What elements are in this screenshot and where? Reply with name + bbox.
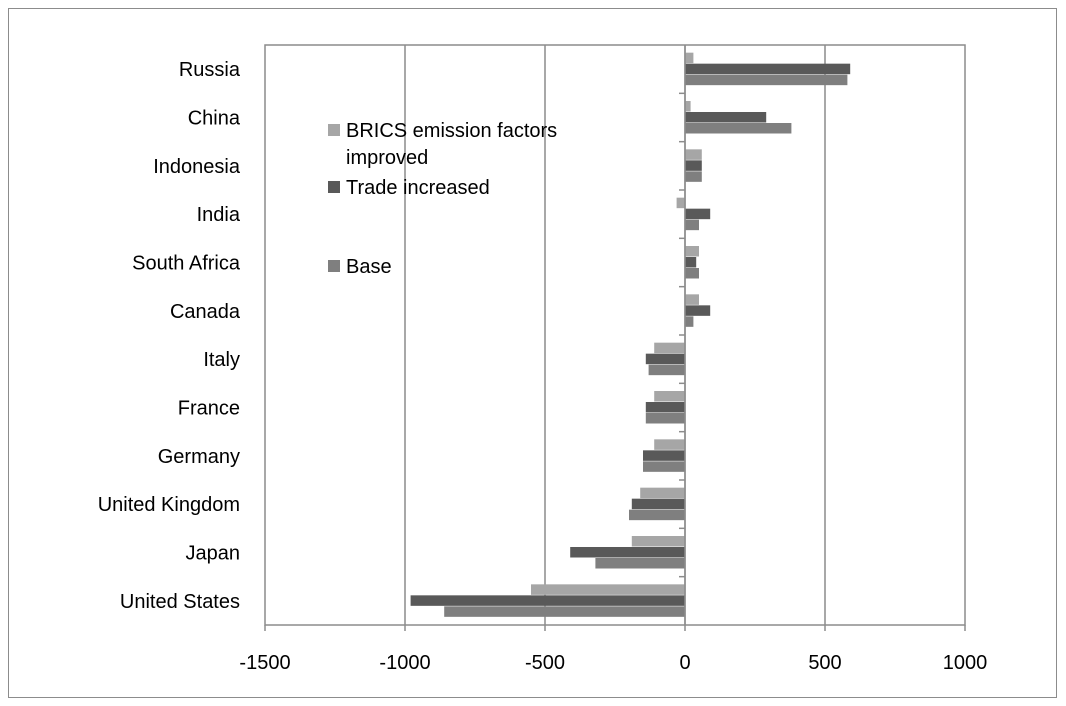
bar [685, 219, 699, 231]
bar [685, 257, 697, 268]
bar [685, 123, 792, 134]
bar [595, 558, 685, 569]
bar [654, 439, 685, 450]
category-label: Japan [186, 543, 241, 565]
bar [685, 208, 711, 220]
bar [685, 52, 694, 64]
chart-frame [8, 8, 1057, 698]
bar [685, 74, 848, 86]
bar [645, 402, 685, 413]
bar [654, 391, 685, 402]
x-tick-label: 500 [808, 652, 841, 674]
bar [648, 364, 685, 376]
category-label: France [178, 398, 240, 420]
legend-label: improved [346, 147, 428, 169]
x-tick-label: -1500 [239, 652, 290, 674]
bar [631, 498, 685, 510]
category-label: Indonesia [153, 156, 241, 178]
x-tick-label: -500 [525, 652, 565, 674]
bar [629, 509, 685, 521]
legend-label: Trade increased [346, 177, 490, 199]
bar [685, 101, 691, 112]
bar [654, 342, 685, 354]
x-tick-label: 1000 [943, 652, 988, 674]
bar [410, 595, 685, 606]
category-label: United States [120, 591, 240, 613]
bar [643, 450, 685, 461]
bar [685, 305, 711, 316]
bar [685, 268, 699, 279]
category-label: China [188, 108, 241, 130]
legend-swatch [328, 260, 340, 272]
x-tick-label: 0 [679, 652, 690, 674]
bar [685, 171, 702, 182]
category-label: Canada [170, 301, 241, 323]
plot-area [264, 44, 966, 626]
bar [645, 413, 685, 424]
bar [643, 461, 685, 472]
legend-swatch [328, 124, 340, 136]
bar [631, 536, 685, 547]
bar [531, 584, 685, 595]
x-tick-label: -1000 [379, 652, 430, 674]
bar [645, 353, 685, 365]
legend-swatch [328, 181, 340, 193]
category-label: South Africa [132, 253, 241, 275]
bar [676, 197, 685, 209]
bar [444, 606, 685, 617]
bar [685, 63, 851, 75]
bar [685, 316, 694, 327]
category-label: Russia [179, 59, 241, 81]
category-label: United Kingdom [98, 494, 240, 516]
bar [640, 487, 685, 499]
bar [685, 149, 702, 160]
bar [685, 294, 699, 305]
bar [685, 160, 702, 171]
category-label: Germany [158, 446, 240, 468]
category-label: India [197, 204, 241, 226]
bar [685, 112, 767, 123]
legend-label: Base [346, 256, 392, 278]
legend-label: BRICS emission factors [346, 120, 557, 142]
category-label: Italy [203, 349, 240, 371]
bar [685, 246, 699, 257]
bar [570, 547, 685, 558]
